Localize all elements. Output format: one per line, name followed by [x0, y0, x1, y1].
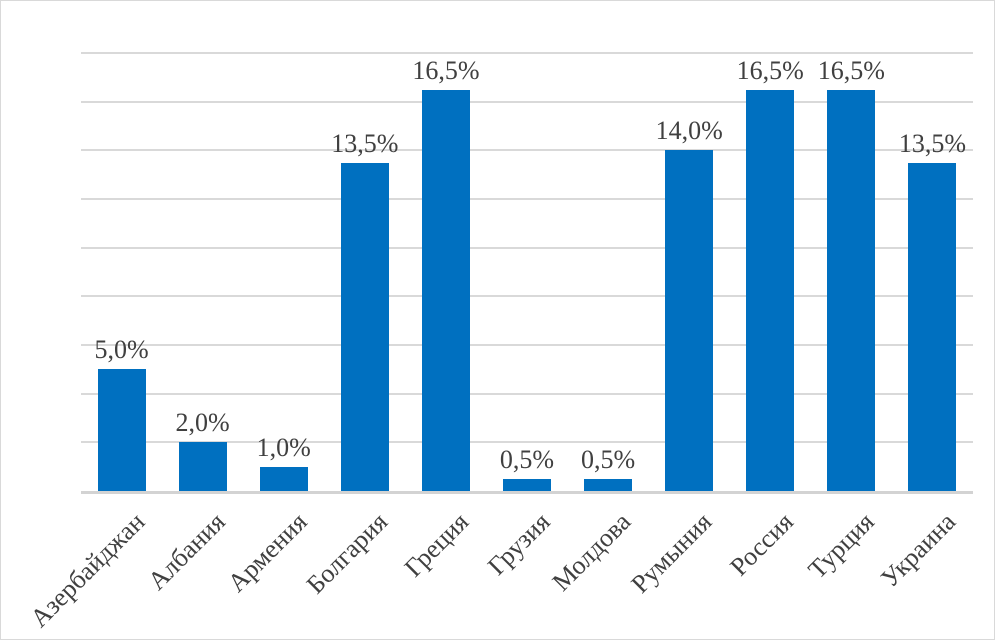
value-label-2: 1,0% [256, 432, 311, 462]
category-label-0: Азербайджан [24, 507, 151, 633]
bar-1 [178, 442, 227, 491]
gridline-10 [81, 246, 973, 249]
value-label-1: 2,0% [175, 408, 230, 438]
bar-5 [503, 478, 551, 491]
gridline-12 [81, 198, 973, 200]
value-label-4: 16,5% [412, 55, 480, 85]
value-label-9: 16,5% [817, 55, 885, 85]
category-label-8: Россия [724, 507, 799, 582]
value-label-0: 5,0% [94, 335, 149, 365]
bar-4 [421, 89, 470, 491]
value-label-8: 16,5% [736, 55, 804, 85]
bar-0 [97, 369, 146, 491]
value-label-6: 0,5% [580, 444, 636, 474]
gridline-4 [81, 392, 973, 395]
x-axis-line [81, 491, 973, 494]
category-label-3: Болгария [300, 507, 394, 600]
category-label-1: Албания [142, 507, 232, 596]
value-label-5: 0,5% [499, 444, 555, 474]
category-label-4: Греция [398, 507, 475, 583]
bar-6 [584, 478, 633, 491]
bar-3 [340, 162, 389, 491]
gridline-6 [81, 344, 973, 346]
bar-9 [827, 89, 876, 491]
gridline-16 [81, 100, 973, 103]
gridline-2 [81, 441, 973, 444]
bar-10 [908, 162, 957, 491]
category-label-6: Молдова [546, 507, 637, 597]
gridline-18 [81, 52, 973, 54]
category-label-7: Румыния [625, 507, 718, 599]
value-label-7: 14,0% [655, 116, 723, 146]
gridline-14 [81, 149, 973, 152]
value-label-10: 13,5% [898, 128, 967, 158]
bar-8 [746, 89, 795, 491]
category-label-2: Армения [221, 507, 313, 598]
category-label-5: Грузия [481, 507, 556, 581]
bar-7 [665, 150, 714, 491]
bar-2 [259, 466, 308, 491]
value-label-3: 13,5% [331, 128, 399, 158]
gridline-8 [81, 295, 973, 298]
category-label-9: Турция [802, 507, 880, 585]
category-label-10: Украина [874, 507, 961, 594]
